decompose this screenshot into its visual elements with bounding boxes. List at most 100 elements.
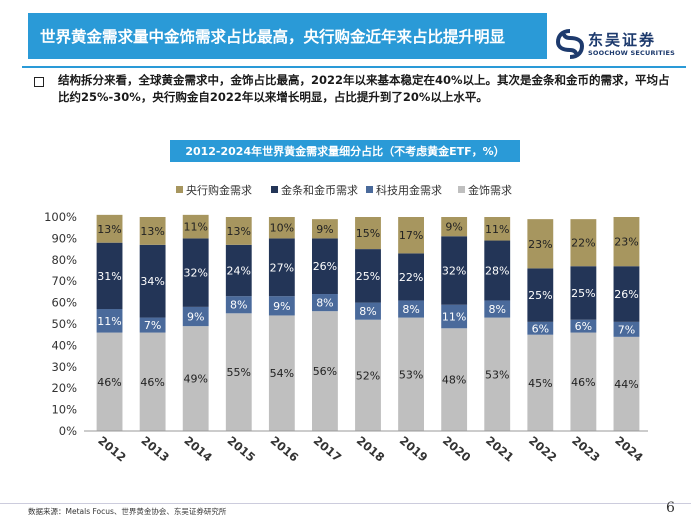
bar-segment	[312, 238, 338, 295]
legend-label: 金条和金币需求	[281, 183, 358, 197]
data-label: 23%	[528, 238, 552, 251]
bar-segment	[182, 306, 209, 327]
data-label: 11%	[442, 311, 466, 324]
data-label: 56%	[313, 365, 337, 378]
legend-swatch	[366, 186, 373, 193]
data-label: 52%	[356, 369, 380, 382]
brand-logo-icon	[556, 29, 584, 59]
data-label: 25%	[356, 270, 380, 283]
brand-logo: 东吴证券 SOOCHOW SECURITIES	[556, 28, 686, 62]
page-title-text: 世界黄金需求量中金饰需求占比最高，央行购金近年来占比提升明显	[40, 28, 506, 46]
bar-segment	[312, 311, 338, 431]
data-label: 49%	[183, 373, 207, 386]
data-label: 25%	[571, 287, 595, 300]
legend-label: 央行购金需求	[186, 183, 252, 197]
bar-segment	[613, 321, 640, 337]
chart-title-text: 2012-2024年世界黄金需求量细分占比（不考虑黄金ETF，%）	[185, 145, 505, 158]
x-tick-label: 2013	[138, 433, 172, 464]
data-label: 23%	[614, 236, 638, 249]
bar-segment	[527, 321, 554, 335]
x-tick-label: 2012	[95, 433, 129, 464]
legend-swatch	[458, 186, 465, 193]
bar-segment	[398, 300, 424, 318]
data-label: 6%	[575, 320, 592, 333]
bar-segment	[484, 317, 511, 431]
data-label: 22%	[571, 237, 595, 250]
bar-segment	[139, 217, 166, 245]
bar-segment	[527, 334, 554, 431]
data-label: 9%	[273, 300, 290, 313]
page-number: 6	[666, 500, 675, 516]
header-divider	[22, 66, 686, 68]
data-label: 22%	[399, 271, 423, 284]
data-label: 9%	[445, 221, 462, 234]
bar-segment	[312, 294, 338, 312]
data-label: 44%	[614, 378, 638, 391]
data-label: 17%	[399, 229, 423, 242]
bar-segment	[441, 328, 468, 431]
y-tick-label: 70%	[51, 274, 77, 288]
data-source: 数据来源：Metals Focus、世界黄金协会、东吴证券研究所	[28, 507, 227, 516]
chart-title: 2012-2024年世界黄金需求量细分占比（不考虑黄金ETF，%）	[170, 140, 520, 162]
data-label: 7%	[618, 323, 635, 336]
bar-segment	[96, 214, 123, 243]
bar-segment	[96, 242, 123, 310]
y-tick-label: 20%	[51, 381, 77, 395]
bar-segment	[484, 300, 511, 318]
brand-name-cn: 东吴证券	[588, 31, 657, 49]
bar-segment	[225, 217, 252, 245]
data-label: 10%	[270, 222, 294, 235]
x-tick-label: 2016	[268, 433, 302, 464]
x-tick-label: 2015	[225, 433, 259, 464]
bar-segment	[613, 266, 640, 322]
bar-segment	[96, 332, 123, 431]
bar-segment	[398, 253, 424, 301]
bar-segment	[570, 332, 597, 431]
data-label: 13%	[97, 223, 121, 236]
data-label: 45%	[528, 377, 552, 390]
bar-segment	[139, 332, 166, 431]
bar-segment	[355, 217, 381, 250]
bar-segment	[225, 313, 252, 431]
legend-label: 科技用金需求	[376, 183, 442, 197]
data-label: 6%	[532, 322, 549, 335]
y-tick-label: 30%	[51, 360, 77, 374]
stacked-bar-chart: 央行购金需求 金条和金币需求 科技用金需求 金饰需求 0% 10% 20% 30% 40% 50%…	[44, 183, 648, 465]
bar-segment	[527, 219, 554, 269]
data-label: 46%	[571, 376, 595, 389]
x-tick-label: 2022	[526, 433, 560, 464]
x-tick-label: 2019	[397, 433, 431, 464]
bullet-box-icon	[34, 77, 44, 87]
x-tick-label: 2017	[311, 433, 345, 464]
bar-segment	[441, 236, 468, 305]
x-tick-label: 2024	[612, 433, 646, 464]
bar-segment	[613, 336, 640, 431]
data-label: 9%	[187, 311, 204, 324]
data-label: 8%	[230, 299, 247, 312]
data-label: 53%	[399, 368, 423, 381]
data-label: 13%	[140, 225, 164, 238]
data-label: 34%	[140, 275, 164, 288]
data-label: 25%	[528, 289, 552, 302]
bar-segment	[182, 214, 209, 239]
brand-name-en: SOOCHOW SECURITIES	[588, 49, 676, 57]
x-tick-label: 2018	[354, 433, 388, 464]
data-label: 7%	[144, 319, 161, 332]
data-label: 32%	[183, 267, 207, 280]
y-tick-label: 10%	[51, 403, 77, 417]
x-tick-label: 2023	[569, 433, 603, 464]
y-tick-label: 50%	[51, 317, 77, 331]
data-label: 11%	[183, 221, 207, 234]
data-label: 46%	[140, 376, 164, 389]
x-tick-label: 2014	[182, 433, 216, 464]
data-label: 8%	[489, 303, 506, 316]
data-label: 11%	[97, 315, 121, 328]
data-label: 15%	[356, 227, 380, 240]
y-tick-label: 100%	[44, 210, 77, 224]
y-tick-label: 0%	[59, 424, 77, 438]
bar-segment	[398, 217, 424, 254]
data-label: 8%	[402, 303, 419, 316]
data-label: 13%	[227, 225, 251, 238]
data-label: 48%	[442, 374, 466, 387]
legend-label: 金饰需求	[468, 183, 512, 197]
